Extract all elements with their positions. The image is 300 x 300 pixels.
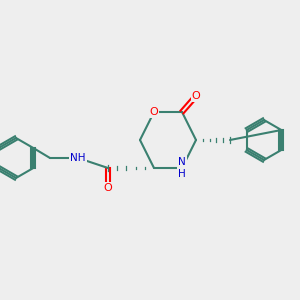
Text: N
H: N H [178,157,186,179]
Text: O: O [103,183,112,193]
Text: O: O [150,107,158,117]
Text: O: O [192,91,200,101]
Text: NH: NH [70,153,86,163]
